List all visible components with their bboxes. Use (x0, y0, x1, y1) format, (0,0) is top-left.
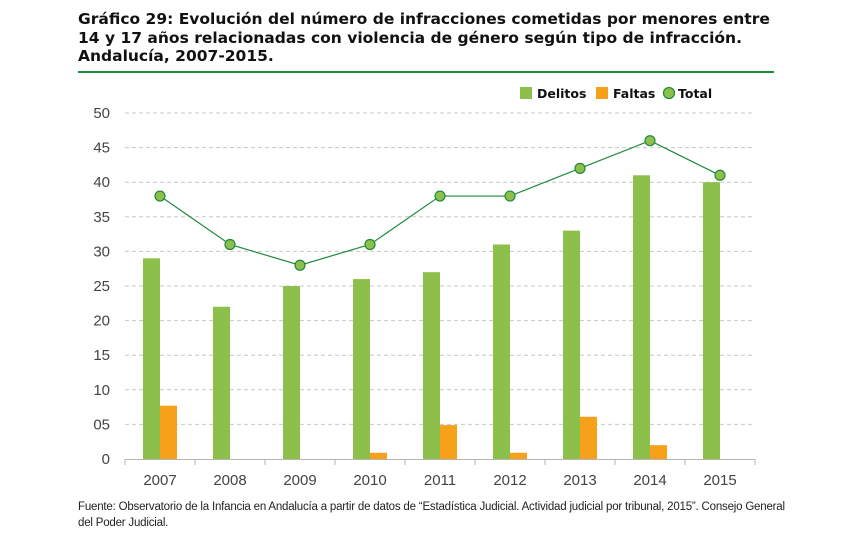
y-tick-label: 50 (93, 105, 110, 122)
y-tick-label: 40 (93, 174, 110, 191)
y-tick-label: 0 (102, 451, 110, 468)
x-tick-label: 2013 (563, 472, 596, 489)
legend-swatch-delitos (520, 87, 532, 99)
bar-delitos (703, 182, 720, 459)
bar-delitos (493, 244, 510, 459)
total-point (224, 238, 236, 251)
x-tick-label: 2008 (213, 472, 246, 489)
y-tick-label: 05 (93, 416, 110, 433)
bar-faltas (440, 425, 457, 459)
bar-faltas (370, 452, 387, 459)
x-tick-label: 2012 (493, 472, 526, 489)
legend-swatch-total (662, 86, 676, 100)
title-rule (78, 71, 774, 73)
total-point (644, 135, 656, 147)
bar-delitos (423, 272, 440, 459)
legend-label-delitos: Delitos (537, 86, 586, 101)
total-point (714, 169, 726, 181)
bar-delitos (633, 175, 650, 459)
y-tick-label: 35 (93, 209, 110, 226)
bar-faltas (160, 405, 177, 459)
bar-delitos (143, 258, 160, 459)
legend-label-faltas: Faltas (613, 86, 655, 101)
total-point (434, 190, 446, 202)
bars (143, 175, 720, 459)
total-point (294, 259, 306, 271)
x-tick-label: 2009 (283, 472, 316, 489)
bar-delitos (213, 306, 230, 459)
y-tick-label: 45 (93, 140, 110, 157)
legend-swatch-faltas (596, 87, 608, 99)
total-point (154, 190, 166, 202)
x-tick-label: 2010 (353, 472, 386, 489)
total-point (574, 162, 586, 174)
total-line (154, 135, 726, 271)
source-note: Fuente: Observatorio de la Infancia en A… (78, 501, 785, 529)
x-tick-label: 2015 (703, 472, 736, 489)
legend: Delitos Faltas Total (520, 86, 712, 101)
bar-delitos (283, 286, 300, 459)
y-tick-label: 15 (93, 347, 110, 364)
bar-delitos (563, 230, 580, 459)
x-axis: 2007 2008 2009 2010 2011 2012 2013 2014 2015 (124, 459, 756, 489)
y-tick-label: 20 (93, 313, 110, 330)
bar-delitos (353, 279, 370, 459)
y-tick-label: 30 (93, 243, 110, 260)
x-tick-label: 2007 (143, 472, 176, 489)
total-point (364, 238, 376, 251)
chart-title: Gráfico 29: Evolución del número de infr… (78, 10, 770, 65)
bar-faltas (580, 416, 597, 459)
x-tick-label: 2011 (424, 472, 456, 489)
bar-faltas (650, 445, 667, 459)
x-tick-label: 2014 (633, 472, 666, 489)
total-point (504, 190, 516, 202)
y-tick-label: 10 (93, 382, 110, 399)
legend-label-total: Total (678, 86, 712, 101)
bar-faltas (510, 452, 527, 459)
y-tick-label: 25 (93, 278, 110, 295)
y-axis-ticks: 0 05 10 15 20 25 30 35 40 45 50 (93, 105, 110, 468)
